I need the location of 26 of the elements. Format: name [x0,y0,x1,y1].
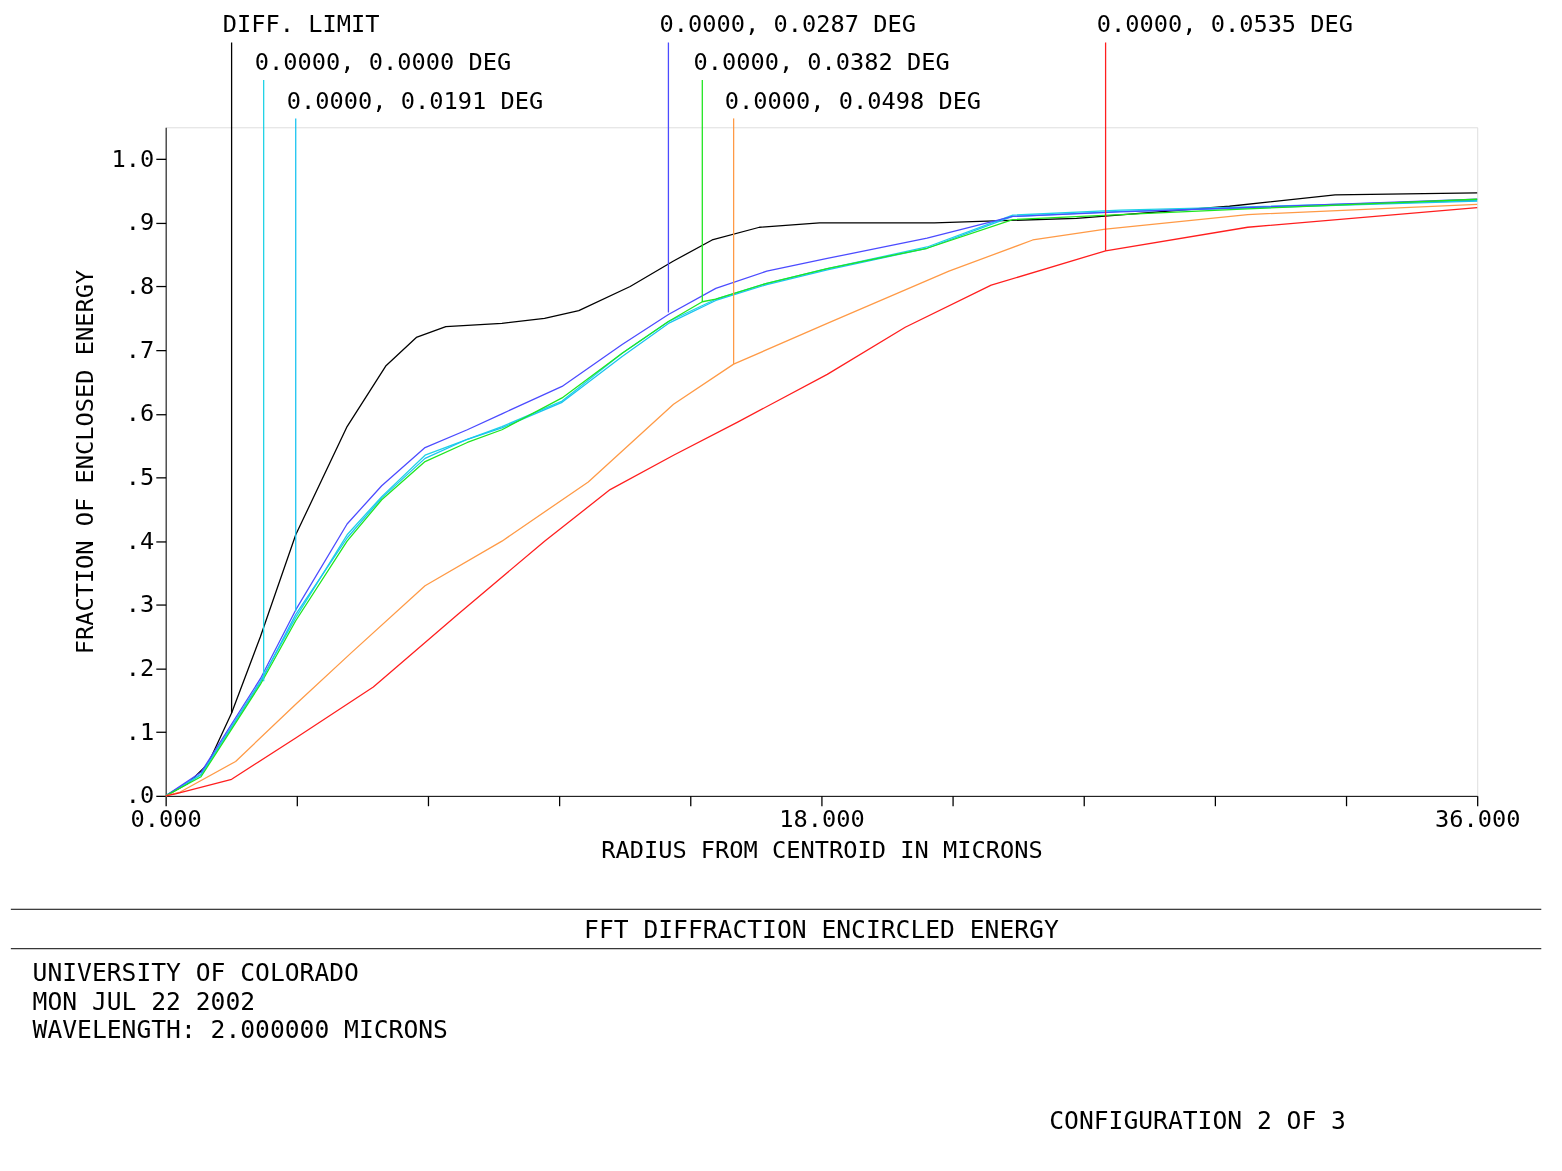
annotation: 0.0000, 0.0498 DEG [724,86,982,115]
y-tick-label: .3 [125,590,155,619]
x-tick-label: 18.000 [779,804,865,833]
y-tick-label: .5 [125,462,155,491]
y-tick-label: .9 [125,208,155,237]
annotation: 0.0000, 0.0382 DEG [693,48,950,77]
y-tick-label: .1 [125,717,155,746]
y-tick-label: .8 [125,271,155,300]
annotation: 0.0000, 0.0191 DEG [286,86,544,115]
text: MON JUL 22 2002 [32,986,256,1016]
annotation: 0.0000, 0.0000 DEG [254,48,512,77]
y-axis-title: FRACTION OF ENCLOSED ENERGY [70,269,99,655]
text: CONFIGURATION 2 OF 3 [1049,1106,1346,1136]
text: WAVELENGTH: 2.000000 MICRONS [32,1015,448,1045]
y-tick-label: .2 [125,653,155,682]
text: FFT DIFFRACTION ENCIRCLED ENERGY [584,914,1059,944]
y-tick-label: .4 [125,526,155,555]
x-axis-title: RADIUS FROM CENTROID IN MICRONS [601,836,1043,865]
y-tick-label: 1.0 [111,144,155,173]
y-tick-label: .6 [125,399,155,428]
annotation: 0.0000, 0.0287 DEG [659,9,916,38]
x-tick-label: 36.000 [1434,804,1521,833]
annotation: 0.0000, 0.0535 DEG [1096,9,1354,38]
text: UNIVERSITY OF COLORADO [32,958,359,988]
y-tick-label: .7 [125,335,155,364]
annotation: DIFF. LIMIT [222,9,380,38]
